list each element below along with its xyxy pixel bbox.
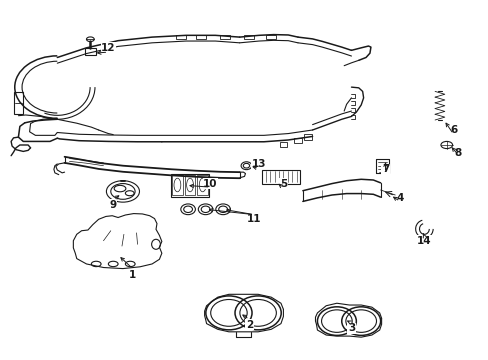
Text: 10: 10: [203, 179, 217, 189]
Text: 5: 5: [279, 179, 286, 189]
Text: 4: 4: [396, 193, 403, 203]
Bar: [197, 175, 207, 195]
Text: 13: 13: [251, 159, 266, 169]
Text: 11: 11: [246, 214, 261, 224]
Bar: [262, 170, 300, 184]
Text: 7: 7: [381, 164, 388, 174]
Bar: [293, 138, 301, 143]
Text: 2: 2: [245, 320, 252, 330]
Bar: [176, 35, 186, 39]
Bar: [303, 134, 311, 140]
Bar: [14, 93, 23, 114]
Text: 9: 9: [109, 200, 117, 210]
Bar: [196, 35, 205, 39]
Bar: [220, 35, 229, 39]
Text: 1: 1: [129, 270, 136, 280]
Bar: [172, 175, 183, 195]
Text: 12: 12: [101, 43, 115, 53]
Bar: [170, 174, 209, 197]
Text: 8: 8: [454, 148, 461, 158]
Bar: [266, 35, 276, 39]
Bar: [244, 35, 254, 39]
Text: 14: 14: [416, 236, 431, 246]
Bar: [184, 175, 195, 195]
Text: 6: 6: [449, 125, 456, 135]
Text: 3: 3: [347, 323, 354, 333]
Bar: [279, 142, 287, 147]
Bar: [84, 48, 96, 55]
